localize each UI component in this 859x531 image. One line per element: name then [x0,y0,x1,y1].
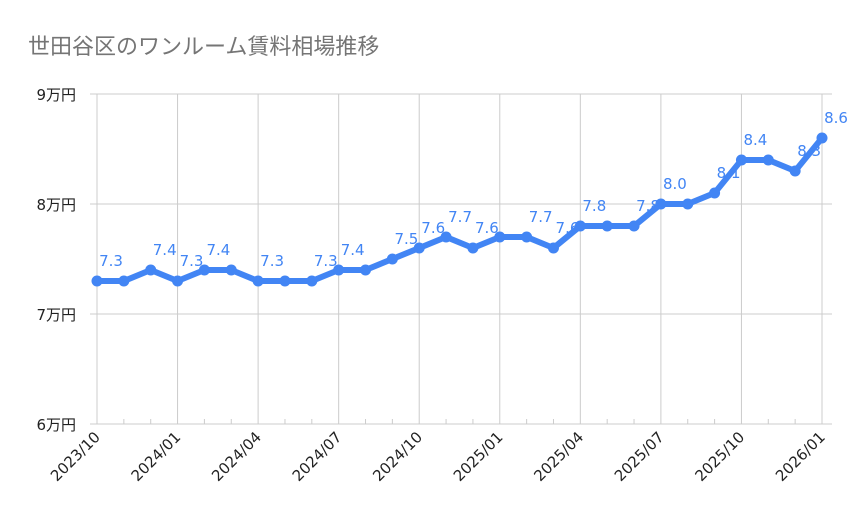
data-point [735,154,747,166]
data-label: 7.8 [636,197,660,215]
series-line [94,135,825,284]
x-tick-label: 2025/01 [450,428,507,485]
data-label: 7.7 [529,208,553,226]
data-label: 8.6 [824,109,848,127]
data-label: 7.4 [341,241,365,259]
x-tick-label: 2024/10 [369,428,426,485]
data-point [467,242,479,254]
x-tick-label: 2025/04 [530,428,587,485]
data-point [198,264,210,276]
data-point [360,264,372,276]
data-point [225,264,237,276]
x-tick-label: 2024/01 [128,428,185,485]
data-point [440,231,452,243]
x-tick-label: 2025/10 [691,428,748,485]
data-label: 7.6 [556,219,580,237]
data-label: 7.6 [421,219,445,237]
chart-title: 世田谷区のワンルーム賃料相場推移 [28,35,379,60]
y-tick-label: 8万円 [36,196,76,214]
y-tick-label: 6万円 [36,416,76,434]
data-point [413,242,425,254]
data-label: 7.7 [448,208,472,226]
data-point [655,198,667,210]
data-label: 8.1 [717,164,741,182]
data-point [709,187,721,199]
data-point [118,275,130,287]
data-label: 7.3 [180,252,204,270]
data-point [547,242,559,254]
data-label: 7.3 [314,252,338,270]
data-label: 8.4 [744,131,768,149]
x-tick-label: 2024/04 [208,428,265,485]
data-point [628,220,640,232]
data-point [386,253,398,265]
data-point [252,275,264,287]
data-point [333,264,345,276]
data-point [494,231,506,243]
data-label: 7.8 [582,197,606,215]
data-point [574,220,586,232]
data-point [816,132,828,144]
data-point [601,220,613,232]
data-point [521,231,533,243]
data-label: 8.3 [797,142,821,160]
x-tick-label: 2025/07 [611,428,668,485]
data-point [762,154,774,166]
data-label: 7.3 [260,252,284,270]
data-point [279,275,291,287]
data-label: 7.3 [99,252,123,270]
data-label: 7.4 [153,241,177,259]
y-tick-label: 9万円 [36,86,76,104]
data-point [145,264,157,276]
data-point [91,275,103,287]
data-label: 7.6 [475,219,499,237]
data-label: 8.0 [663,175,687,193]
data-point [172,275,184,287]
y-tick-label: 7万円 [36,306,76,324]
x-tick-label: 2024/07 [289,428,346,485]
data-point [306,275,318,287]
x-tick-label: 2023/10 [47,428,104,485]
data-point [789,165,801,177]
x-tick-label: 2026/01 [772,428,829,485]
data-label: 7.4 [206,241,230,259]
data-label: 7.5 [394,230,418,248]
data-point [682,198,694,210]
